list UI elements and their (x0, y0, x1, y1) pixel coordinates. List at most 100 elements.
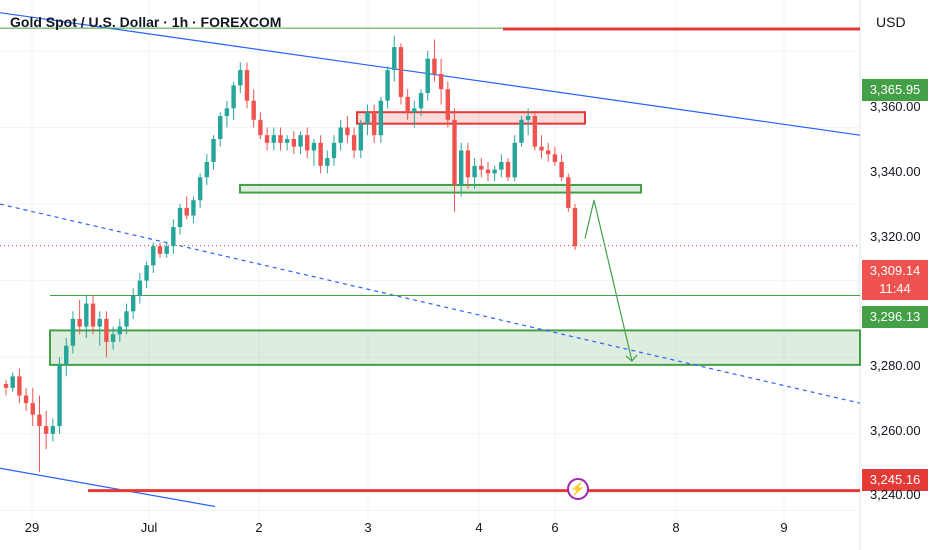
candle-body (331, 142, 337, 159)
candle-body (338, 127, 343, 143)
candle-body (64, 345, 69, 365)
candle-body (532, 116, 538, 147)
currency-label[interactable]: USD (876, 14, 906, 30)
x-tick: 9 (780, 520, 788, 535)
candle-body (204, 161, 210, 178)
candle-body (552, 154, 558, 162)
chart-zones (49, 111, 861, 366)
candle-body (512, 142, 517, 178)
candle-body (465, 150, 471, 178)
candle-body (472, 165, 477, 178)
candle-body (224, 108, 230, 117)
candle-body (358, 123, 363, 151)
candle-body (197, 177, 203, 201)
price-tag-current: 3,309.14 11:44 (862, 260, 928, 300)
candle-body (211, 138, 216, 162)
candle-body (70, 318, 76, 346)
candle-body (438, 73, 444, 90)
candle-body (392, 47, 397, 71)
candles (3, 35, 578, 473)
x-tick: 29 (24, 520, 40, 535)
x-tick: 3 (364, 520, 372, 535)
candle-body (3, 384, 9, 388)
candle-body (405, 96, 410, 113)
candle-body (492, 169, 497, 174)
candle-body (539, 146, 544, 151)
candle-body (278, 135, 283, 143)
current-price: 3,309.14 (869, 263, 921, 278)
candle-body (238, 70, 243, 86)
candle-body (50, 426, 56, 434)
zone-resistance (356, 111, 586, 125)
price-tag-resistance: 3,365.95 (862, 79, 928, 101)
candle-body (164, 246, 169, 254)
x-tick: 6 (551, 520, 559, 535)
candle-body (218, 116, 223, 139)
y-tick: 3,280.00 (870, 358, 921, 373)
x-tick: 4 (475, 520, 483, 535)
candle-body (177, 207, 183, 228)
candle-body (184, 207, 189, 216)
candle-body (559, 161, 564, 178)
candle-body (305, 135, 310, 151)
y-tick: 3,260.00 (870, 423, 921, 438)
candle-body (171, 227, 176, 247)
candle-body (43, 426, 49, 434)
candle-body (90, 303, 96, 327)
candle-body (104, 318, 109, 342)
candle-body (432, 58, 437, 74)
candle-body (130, 295, 136, 312)
candle-body (525, 116, 531, 120)
candle-body (144, 265, 149, 281)
candle-body (505, 161, 511, 178)
x-tick: 8 (672, 520, 680, 535)
candle-body (124, 311, 129, 327)
candle-body (459, 150, 464, 185)
chart-overlay (584, 200, 638, 362)
candle-body (445, 89, 451, 120)
candle-body (151, 246, 156, 266)
trend-line (0, 203, 861, 404)
projection-arrow (584, 200, 633, 362)
candle-body (378, 100, 384, 136)
trend-line (0, 12, 861, 136)
y-tick: 3,240.00 (870, 487, 921, 502)
candle-body (291, 138, 297, 147)
candle-body (84, 303, 89, 327)
x-tick: 2 (255, 520, 263, 535)
candle-body (244, 70, 250, 101)
y-tick: 3,320.00 (870, 229, 921, 244)
candle-body (30, 403, 35, 415)
candle-body (519, 119, 524, 143)
candle-body (157, 246, 163, 254)
candle-body (385, 70, 390, 101)
zone-support (239, 183, 642, 194)
candle-body (298, 135, 303, 147)
candle-body (412, 108, 417, 113)
candle-body (37, 414, 42, 427)
candle-body (10, 376, 15, 388)
candle-body (546, 150, 551, 155)
price-tag-low-line: 3,245.16 (862, 469, 928, 491)
y-tick: 3,340.00 (870, 164, 921, 179)
candle-body (97, 318, 102, 327)
candle-body (311, 142, 317, 151)
lightning-icon[interactable]: ⚡ (567, 478, 589, 500)
candle-body (284, 138, 290, 143)
projection-arrow-head (625, 354, 638, 362)
x-tick: Jul (140, 520, 158, 535)
candle-body (499, 161, 504, 170)
countdown-timer: 11:44 (879, 281, 911, 296)
candle-body (345, 127, 350, 136)
candle-body (572, 207, 578, 247)
chart-grid (0, 0, 861, 550)
candle-body (566, 177, 571, 208)
candle-body (264, 135, 270, 143)
y-tick: 3,360.00 (870, 99, 921, 114)
candle-body (137, 280, 143, 296)
zone-demand (49, 329, 861, 366)
price-tag-support: 3,296.13 (862, 306, 928, 328)
candle-body (258, 119, 263, 136)
candle-body (318, 142, 323, 166)
